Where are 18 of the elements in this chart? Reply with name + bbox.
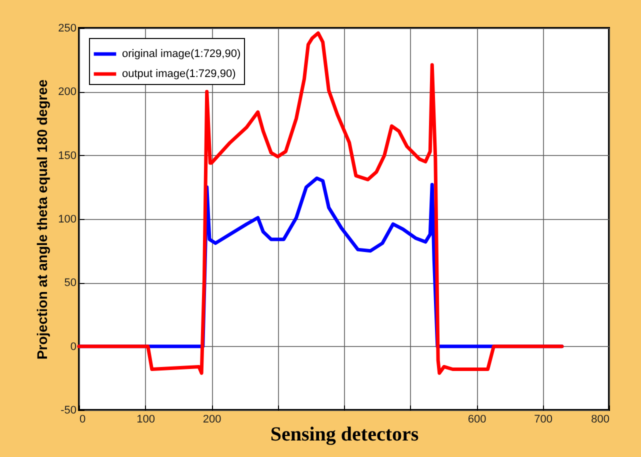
y-tick-label: 200 bbox=[58, 86, 76, 98]
x-tick-label: 600 bbox=[468, 414, 486, 426]
y-tick-label: 250 bbox=[58, 22, 76, 34]
x-tick-label: 800 bbox=[591, 414, 610, 426]
y-tick-label: 50 bbox=[64, 277, 76, 290]
line-series bbox=[77, 31, 564, 375]
x-tick-label: 0 bbox=[80, 414, 86, 426]
y-tick-label: -50 bbox=[60, 404, 76, 416]
y-tick-label: 100 bbox=[58, 214, 76, 226]
y-tick-label: 0 bbox=[70, 340, 76, 353]
y-axis-title: Projection at angle theta equal 180 degree bbox=[34, 79, 50, 360]
x-axis-title: Sensing detectors bbox=[270, 424, 419, 446]
x-tick-label: 100 bbox=[136, 414, 155, 426]
x-tick-label: 700 bbox=[534, 414, 552, 426]
y-tick-label: 150 bbox=[58, 150, 76, 162]
legend-label: output image(1:729,90) bbox=[122, 68, 236, 80]
x-tick-label: 200 bbox=[202, 414, 222, 426]
legend-label: original image(1:729,90) bbox=[122, 48, 241, 60]
